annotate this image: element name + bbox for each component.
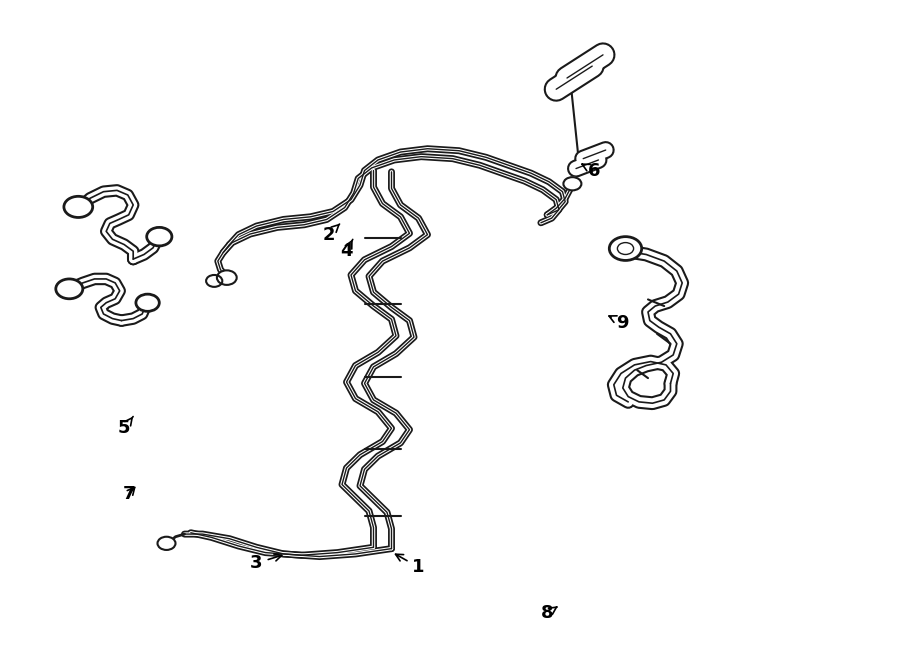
Text: 6: 6: [582, 161, 600, 180]
Text: 8: 8: [541, 604, 557, 623]
Text: 4: 4: [340, 239, 353, 260]
Text: 9: 9: [609, 313, 629, 332]
Text: 2: 2: [322, 224, 339, 244]
Circle shape: [206, 275, 222, 287]
Text: 7: 7: [122, 485, 135, 504]
Circle shape: [136, 294, 159, 311]
Circle shape: [609, 237, 642, 260]
Circle shape: [217, 270, 237, 285]
Text: 3: 3: [250, 554, 282, 572]
Circle shape: [147, 227, 172, 246]
Circle shape: [64, 196, 93, 217]
Circle shape: [56, 279, 83, 299]
Circle shape: [563, 177, 581, 190]
Text: 1: 1: [395, 554, 425, 576]
Circle shape: [617, 243, 634, 254]
Text: 5: 5: [118, 416, 133, 438]
Circle shape: [158, 537, 176, 550]
